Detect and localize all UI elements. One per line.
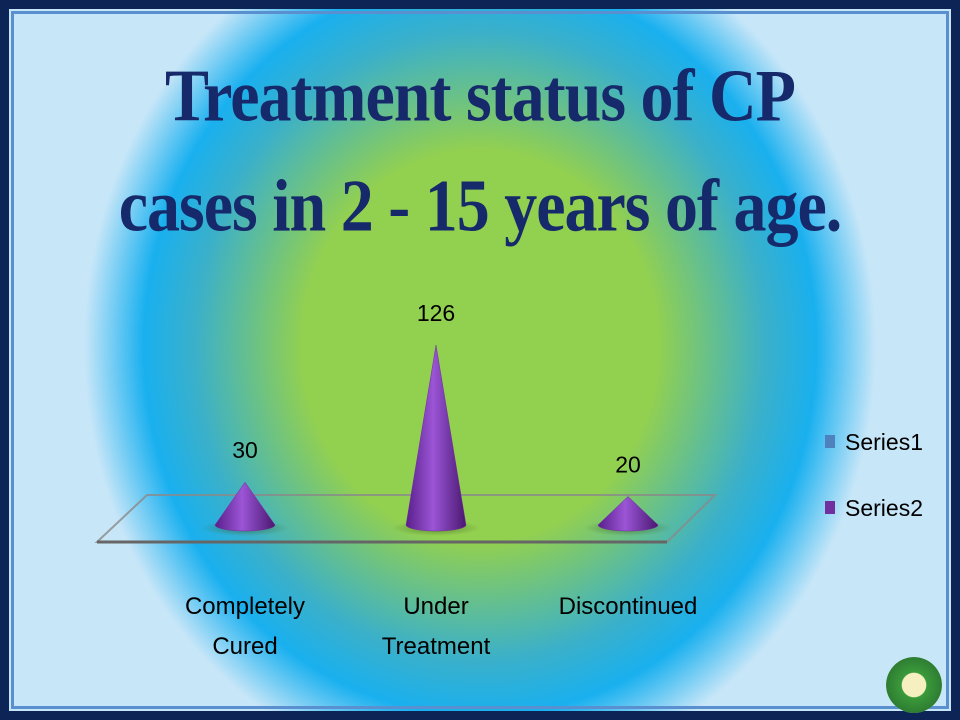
data-label: 126 xyxy=(417,300,455,326)
legend-swatch xyxy=(825,501,835,514)
x-tick-label: Under Treatment xyxy=(381,593,491,660)
data-label: 20 xyxy=(615,451,641,477)
cone xyxy=(597,496,659,532)
chart-title: cases in 2 - 15 years of age. xyxy=(118,165,843,248)
x-tick-label: Completely Cured xyxy=(184,593,306,660)
legend-swatch xyxy=(825,435,835,448)
cone xyxy=(214,481,276,532)
legend-label: Series2 xyxy=(845,495,923,521)
logo xyxy=(886,657,942,713)
legend-label: Series1 xyxy=(845,429,923,455)
x-tick-label: Discontinued xyxy=(558,593,698,620)
cone xyxy=(405,344,467,532)
chart-title: Treatment status of CP xyxy=(165,55,796,138)
chart: Series1 30 126 20 Series2 xyxy=(94,300,923,544)
data-label: 30 xyxy=(232,437,258,463)
